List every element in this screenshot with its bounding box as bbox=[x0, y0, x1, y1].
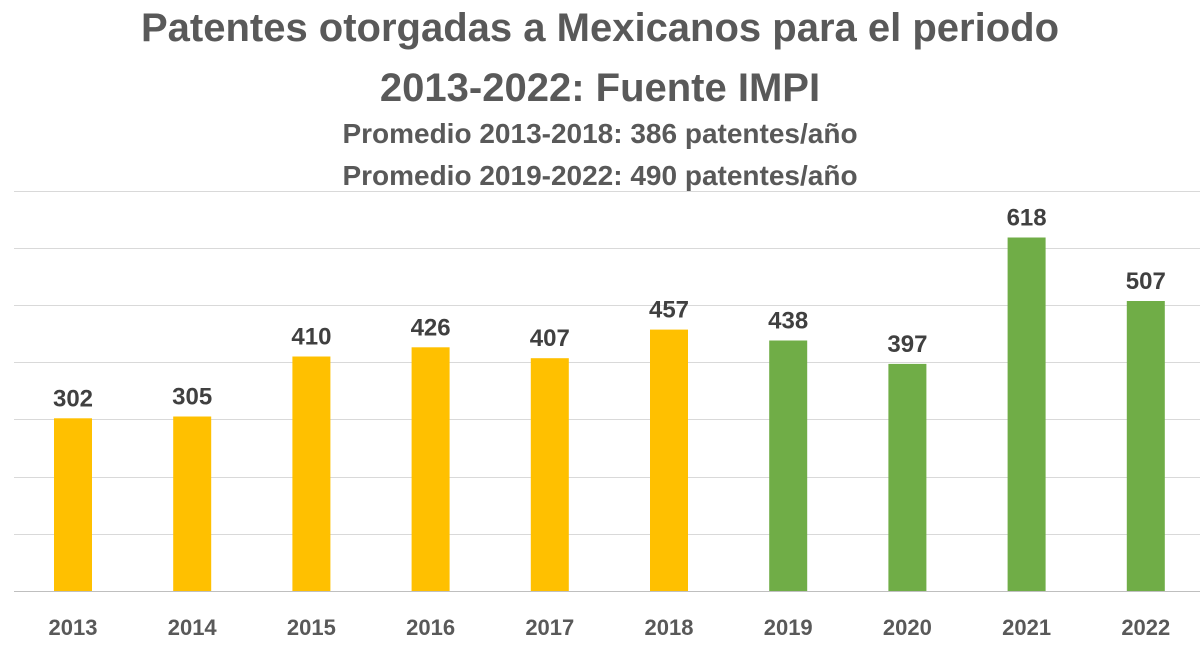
data-labels: 302 305 410 426 407 457 438 397 618 507 bbox=[53, 205, 1166, 413]
x-tick-label-2015: 2015 bbox=[287, 615, 336, 640]
data-label-2022: 507 bbox=[1126, 268, 1166, 295]
chart-subtitle-line1: Promedio 2013-2018: 386 patentes/año bbox=[342, 118, 858, 149]
data-label-2019: 438 bbox=[768, 308, 808, 335]
data-label-2021: 618 bbox=[1007, 205, 1047, 232]
chart-title-line1: Patentes otorgadas a Mexicanos para el p… bbox=[140, 6, 1060, 50]
gridlines bbox=[14, 191, 1200, 592]
data-label-2014: 305 bbox=[172, 384, 212, 411]
data-label-2018: 457 bbox=[649, 297, 689, 324]
chart-subtitle-line2: Promedio 2019-2022: 490 patentes/año bbox=[342, 160, 858, 191]
bar-2016 bbox=[411, 347, 450, 591]
x-tick-label-2020: 2020 bbox=[883, 615, 932, 640]
bar-2015 bbox=[292, 356, 331, 591]
bar-2022 bbox=[1126, 301, 1165, 591]
bar-2013 bbox=[54, 418, 92, 591]
data-label-2013: 302 bbox=[53, 385, 93, 412]
x-axis-labels: 2013 2014 2015 2016 2017 2018 2019 2020 2021 2022 bbox=[49, 615, 1171, 640]
bar-2019 bbox=[769, 340, 808, 591]
bar-2014 bbox=[173, 416, 212, 591]
x-tick-label-2013: 2013 bbox=[49, 615, 98, 640]
data-label-2016: 426 bbox=[411, 314, 451, 341]
x-tick-label-2018: 2018 bbox=[645, 615, 694, 640]
data-label-2020: 397 bbox=[887, 331, 927, 358]
x-tick-label-2017: 2017 bbox=[525, 615, 574, 640]
bar-2018 bbox=[650, 329, 688, 591]
bar-2017 bbox=[530, 358, 569, 591]
data-label-2015: 410 bbox=[291, 324, 331, 351]
data-label-2017: 407 bbox=[530, 325, 570, 352]
x-tick-label-2021: 2021 bbox=[1002, 615, 1051, 640]
bar-2020 bbox=[888, 363, 927, 591]
bar-2021 bbox=[1007, 237, 1046, 591]
chart-title-line2: 2013-2022: Fuente IMPI bbox=[379, 66, 821, 110]
x-tick-label-2014: 2014 bbox=[168, 615, 218, 640]
x-tick-label-2019: 2019 bbox=[764, 615, 813, 640]
bars bbox=[54, 237, 1165, 591]
x-tick-label-2016: 2016 bbox=[406, 615, 455, 640]
x-tick-label-2022: 2022 bbox=[1121, 615, 1170, 640]
